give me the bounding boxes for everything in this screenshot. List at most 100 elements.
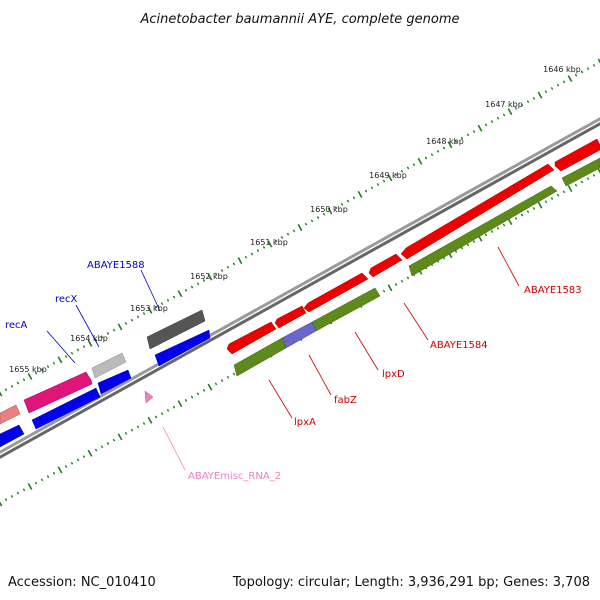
outer-scale-tick xyxy=(460,136,464,140)
inner-scale-tick xyxy=(106,442,110,445)
outer-scale-tick xyxy=(376,183,380,186)
outer-scale-tick xyxy=(106,332,110,335)
outer-scale-tick xyxy=(496,116,500,120)
label-abaye1583[interactable]: ABAYE1583 xyxy=(524,285,582,296)
lpxd-arrow[interactable] xyxy=(303,272,369,313)
outer-scale-tick xyxy=(424,156,428,160)
outer-scale-tick xyxy=(214,272,218,276)
outer-scale-tick xyxy=(4,388,8,392)
inner-scale-tick xyxy=(112,438,116,442)
inner-scale-tick xyxy=(70,461,74,465)
outer-scale-tick xyxy=(370,186,374,190)
outer-scale-tick xyxy=(292,229,296,233)
inner-scale-tick xyxy=(142,422,146,425)
blue-arrow-d[interactable] xyxy=(0,424,25,448)
blue-arrow-b[interactable] xyxy=(97,369,132,395)
outer-scale-tick xyxy=(22,378,26,382)
label-lpxa[interactable]: lpxA xyxy=(294,417,316,428)
outer-scale-tick xyxy=(190,285,194,289)
outer-scale-tick xyxy=(400,169,404,173)
olive-arrow-a[interactable] xyxy=(561,157,600,187)
inner-scale-tick xyxy=(100,445,104,449)
outer-scale-tick xyxy=(232,262,236,266)
outer-scale-tick xyxy=(556,83,560,87)
outer-scale-tick xyxy=(64,355,68,358)
outer-scale-tick xyxy=(172,295,176,299)
inner-scale-tick xyxy=(10,494,14,498)
outer-scale-tick xyxy=(207,273,213,281)
outer-scale-tick xyxy=(417,157,423,165)
outer-scale-tick xyxy=(316,216,320,219)
abaye1584-arrow[interactable] xyxy=(368,253,403,278)
outer-scale-tick xyxy=(57,356,63,364)
inner-scale-tick xyxy=(532,207,536,210)
inner-scale-tick xyxy=(514,216,518,220)
fabz-arrow[interactable] xyxy=(274,305,307,329)
inner-scale-tick xyxy=(490,230,494,233)
outer-scale-tick xyxy=(447,141,453,149)
blue-arrow-c[interactable] xyxy=(31,387,101,430)
outer-scale-tick xyxy=(177,290,183,298)
recx-arrow[interactable] xyxy=(91,352,127,379)
inner-scale-tick xyxy=(154,415,158,419)
olive-arrow-c[interactable] xyxy=(311,287,381,332)
outer-scale-tick xyxy=(430,153,434,157)
inner-scale-tick xyxy=(64,465,68,468)
tick-label-1650: 1650 kbp xyxy=(310,205,348,214)
inner-scale-tick xyxy=(124,432,128,435)
inner-scale-tick xyxy=(136,425,140,429)
inner-scale-tick xyxy=(597,168,600,174)
outer-scale-tick xyxy=(532,97,536,100)
outer-scale-tick xyxy=(520,103,524,107)
olive-arrow-b[interactable] xyxy=(408,185,558,277)
outer-scale-tick xyxy=(514,106,518,110)
label-fabz[interactable]: fabZ xyxy=(334,395,357,406)
olive-arrow-d[interactable] xyxy=(233,337,287,377)
outer-scale-tick xyxy=(220,269,224,272)
tick-label-1654: 1654 kbp xyxy=(70,334,108,343)
outer-scale-tick xyxy=(226,265,230,269)
inner-scale-tick xyxy=(406,276,410,280)
blue-arrow-a[interactable] xyxy=(154,329,211,367)
outer-scale-tick xyxy=(87,339,93,347)
label-lpxd[interactable]: lpxD xyxy=(382,369,405,380)
abaye1583-arrow-a[interactable] xyxy=(554,138,600,172)
label-misc-rna[interactable]: ABAYEmisc_RNA_2 xyxy=(188,471,281,482)
inner-scale-tick xyxy=(502,223,506,227)
inner-scale-tick xyxy=(82,455,86,459)
inner-scale-tick xyxy=(27,483,33,490)
label-recx[interactable]: recX xyxy=(55,294,78,305)
label-abaye1588[interactable]: ABAYE1588 xyxy=(87,260,145,271)
outer-scale-tick xyxy=(442,146,446,150)
inner-scale-tick xyxy=(544,200,548,204)
abaye1583-arrow[interactable] xyxy=(400,163,555,260)
outer-scale-tick xyxy=(310,219,314,223)
outer-scale-tick xyxy=(586,67,590,71)
partial-gene-arrow[interactable] xyxy=(0,404,21,425)
label-abaye1584[interactable]: ABAYE1584 xyxy=(430,340,488,351)
misc-rna-marker[interactable] xyxy=(144,390,154,404)
purple-segment[interactable] xyxy=(281,321,317,349)
outer-scale-tick xyxy=(16,381,20,385)
outer-scale-tick xyxy=(46,365,50,368)
label-leaders xyxy=(46,246,520,471)
feature-arrows-lower xyxy=(0,157,600,448)
inner-scale-tick xyxy=(567,185,573,192)
outer-scale-tick xyxy=(274,239,278,243)
outer-scale-tick xyxy=(580,70,584,74)
inner-scale-tick xyxy=(130,428,134,432)
lpxa-arrow[interactable] xyxy=(226,321,277,355)
reca-arrow[interactable] xyxy=(23,371,93,414)
inner-scale-tick xyxy=(214,382,218,386)
outer-scale-ticks xyxy=(0,58,600,397)
inner-scale-tick xyxy=(556,193,560,197)
inner-scale-tick xyxy=(550,197,554,200)
outer-scale-tick xyxy=(82,345,86,349)
outer-scale-tick xyxy=(484,123,488,127)
inner-scale-tick xyxy=(232,372,236,376)
abaye1588-arrow[interactable] xyxy=(146,309,206,350)
outer-scale-tick xyxy=(352,196,356,200)
label-reca[interactable]: recA xyxy=(5,320,28,331)
inner-scale-tick xyxy=(76,458,80,462)
